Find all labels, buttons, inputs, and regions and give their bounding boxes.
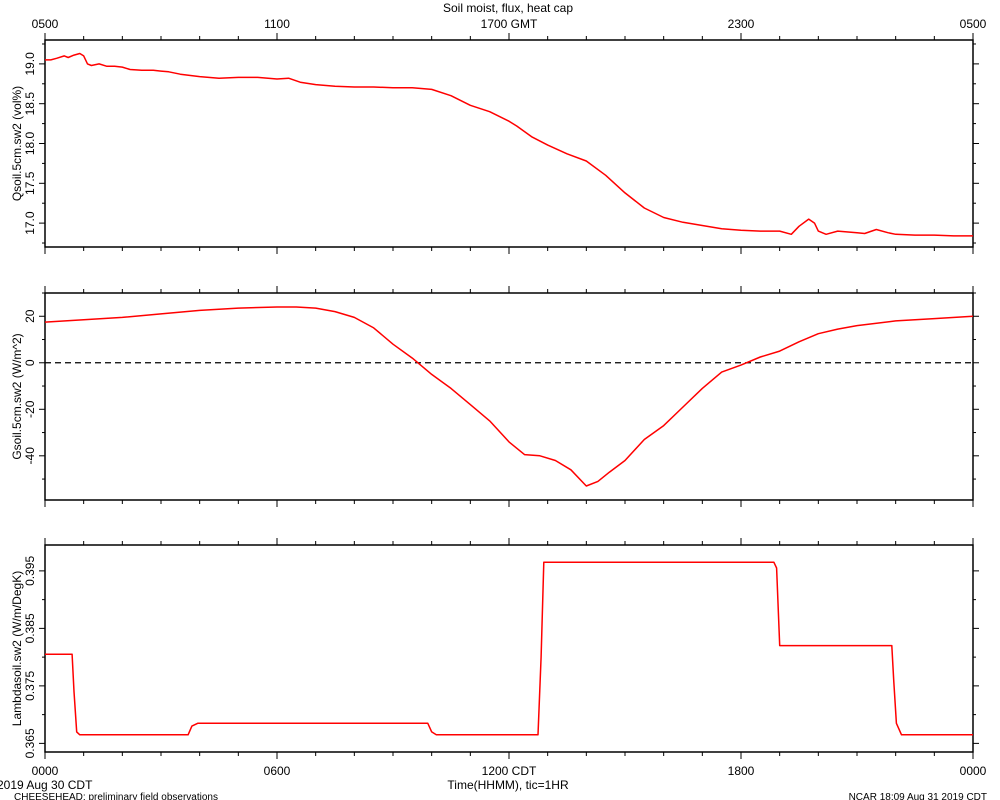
panel-frame (44, 292, 974, 501)
top-tick-label: 1700 GMT (481, 17, 538, 31)
series-line (45, 52, 973, 237)
y-tick-label: 17.5 (23, 171, 37, 195)
bottom-tick-label: 0600 (264, 764, 291, 778)
series-line (45, 561, 973, 736)
y-tick-label: 0.395 (23, 556, 37, 586)
y-axis-label: Lambdasoil.sw2 (W/m/DegK) (10, 571, 24, 726)
y-tick-label: 18.5 (23, 92, 37, 116)
panel-frame (44, 544, 974, 753)
bottom-tick-label: 1200 CDT (482, 764, 537, 778)
y-tick-label: 18.0 (23, 131, 37, 155)
chart-title: Soil moist, flux, heat cap (443, 1, 573, 15)
top-tick-label: 0500 (960, 17, 987, 31)
y-tick-label: 0.385 (23, 613, 37, 643)
top-tick-label: 1100 (264, 17, 290, 31)
x-axis-label: Time(HHMM), tic=1HR (447, 778, 569, 792)
soil-heat-flux-panel: -40 -20 0 20 Gsoil.5cm.sw2 (W/m^2) (10, 286, 979, 507)
footer-left: CHEESEHEAD: preliminary field observatio… (14, 792, 218, 800)
y-tick-label: 17.0 (23, 211, 37, 235)
bottom-time-axis: 0000 0600 1200 CDT 1800 0000 (32, 764, 987, 778)
y-tick-label: 20 (23, 309, 37, 323)
y-tick-label: 0 (23, 359, 37, 366)
y-tick-label: -20 (23, 400, 37, 418)
top-tick-label: 2300 (728, 17, 755, 31)
panel-frame (44, 39, 974, 248)
y-axis-label: Qsoil.5cm.sw2 (vol%) (10, 86, 24, 201)
bottom-tick-label: 0000 (960, 764, 987, 778)
y-tick-label: 0.365 (23, 728, 37, 758)
bottom-tick-label: 1800 (728, 764, 755, 778)
y-tick-label: 19.0 (23, 52, 37, 76)
start-date-label: 2019 Aug 30 CDT (0, 778, 93, 792)
footer-right: NCAR 18:09 Aug 31 2019 CDT (849, 792, 987, 800)
top-tick-label: 0500 (32, 17, 59, 31)
y-axis-label: Gsoil.5cm.sw2 (W/m^2) (10, 333, 24, 459)
bottom-tick-label: 0000 (32, 764, 59, 778)
soil-moisture-panel: 17.0 17.5 18.0 18.5 19.0 Qsoil.5cm.sw2 (vol%) (10, 33, 979, 254)
series-line (44, 306, 974, 487)
y-tick-label: 0.375 (23, 671, 37, 701)
top-time-axis: 0500 1100 1700 GMT 2300 0500 (32, 17, 987, 31)
y-tick-label: -40 (23, 447, 37, 465)
